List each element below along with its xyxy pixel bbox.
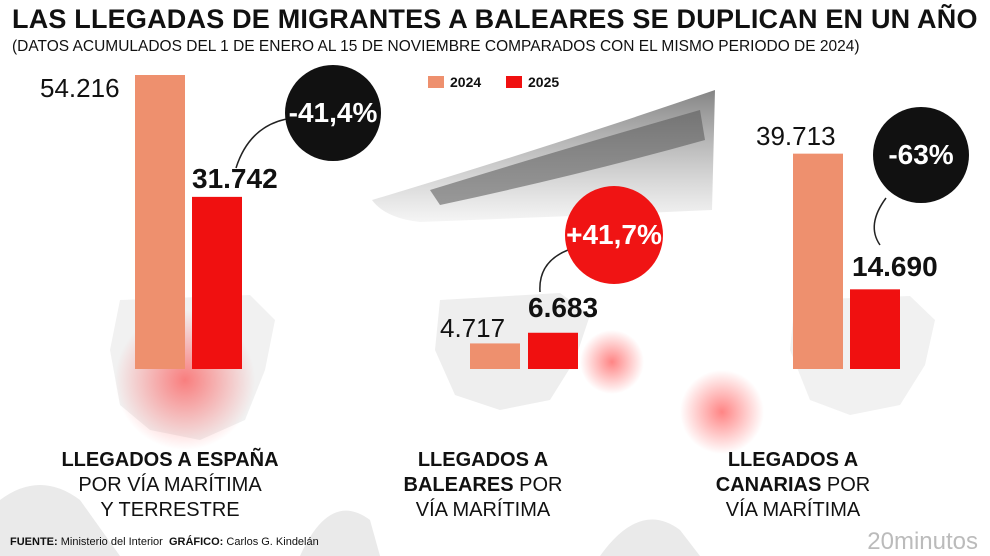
category-baleares-line3: VÍA MARÍTIMA [415,499,551,521]
category-espana-line2: POR VÍA MARÍTIMA [78,474,262,496]
category-canarias-line3: VÍA MARÍTIMA [725,499,861,521]
legend-swatch-2025 [506,76,522,88]
boat-photo [372,90,715,222]
chart-subtitle: (DATOS ACUMULADOS DEL 1 DE ENERO AL 15 D… [12,38,860,55]
value-label-canarias-2025: 14.690 [852,251,938,282]
category-canarias-name: CANARIAS [715,474,822,496]
category-baleares-name: BALEARES [403,474,514,496]
silhouettes [0,485,700,556]
value-label-espana-2024: 54.216 [40,73,120,103]
bar-espana-2025 [192,196,242,369]
category-espana-line3: Y TERRESTRE [100,499,240,521]
category-espana-line1: LLEGADOS A ESPAÑA [61,449,279,471]
glow-baleares [580,330,644,394]
bar-baleares-2024 [470,343,520,369]
value-label-espana-2025: 31.742 [192,163,278,194]
legend-2025: 2025 [506,74,559,90]
chart-title: LAS LLEGADAS DE MIGRANTES A BALEARES SE … [12,4,978,34]
footer-credits: FUENTE: Ministerio del Interior GRÁFICO:… [10,536,319,548]
connector-spain [235,117,293,169]
footer-graphic: Carlos G. Kindelán [226,536,319,548]
change-badge-baleares: +41,7% [565,186,663,284]
category-label-canarias: LLEGADOS A CANARIAS POR VÍA MARÍTIMA [693,448,893,523]
bar-baleares-2025 [528,332,578,369]
category-baleares-line1: LLEGADOS A [417,449,549,471]
value-label-baleares-2024: 4.717 [440,313,506,343]
value-label-canarias-2024: 39.713 [756,121,836,151]
bar-espana-2024 [135,75,185,369]
brand-logo: 20minutos [867,528,978,555]
category-canarias-por: POR [826,474,871,496]
legend-label-2024: 2024 [450,74,482,90]
bar-canarias-2025 [850,289,900,369]
bars-layer [135,75,900,369]
legend-label-2025: 2025 [528,74,560,90]
connector-canarias [873,197,887,246]
glow-canarias [680,370,764,454]
footer-source: Ministerio del Interior [60,536,163,548]
value-label-baleares-2025: 6.683 [528,292,599,323]
category-canarias-line1: LLEGADOS A [727,449,859,471]
legend-swatch-2024 [428,76,444,88]
change-badge-espana: -41,4% [285,65,381,161]
connector-baleares [539,249,569,293]
change-badge-canarias: -63% [873,107,969,203]
category-baleares-por: POR [519,474,563,496]
category-label-baleares: LLEGADOS A BALEARES POR VÍA MARÍTIMA [383,448,583,523]
bar-canarias-2024 [793,153,843,369]
footer-source-key: FUENTE: [10,536,58,548]
category-label-espana: LLEGADOS A ESPAÑA POR VÍA MARÍTIMA Y TER… [40,448,300,523]
footer-graphic-key: GRÁFICO: [168,536,224,548]
legend-2024: 2024 [428,74,481,90]
